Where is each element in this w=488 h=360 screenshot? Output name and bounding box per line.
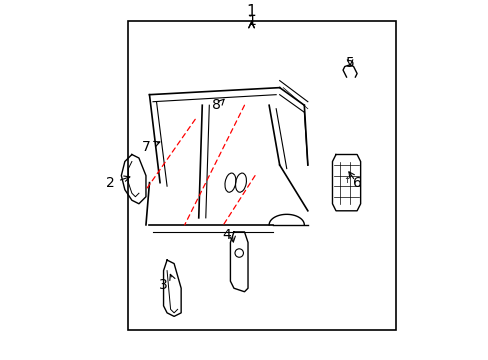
Text: 1: 1 [246,14,255,28]
Text: 8: 8 [211,98,221,112]
Text: 7: 7 [142,140,150,154]
Text: 3: 3 [159,278,167,292]
Text: 1: 1 [246,4,256,19]
Text: 2: 2 [106,176,115,190]
Bar [128,21,395,330]
Text: ↑: ↑ [343,176,349,185]
Text: 5: 5 [345,56,354,70]
Text: 6: 6 [352,176,361,190]
Text: 4: 4 [222,229,231,242]
